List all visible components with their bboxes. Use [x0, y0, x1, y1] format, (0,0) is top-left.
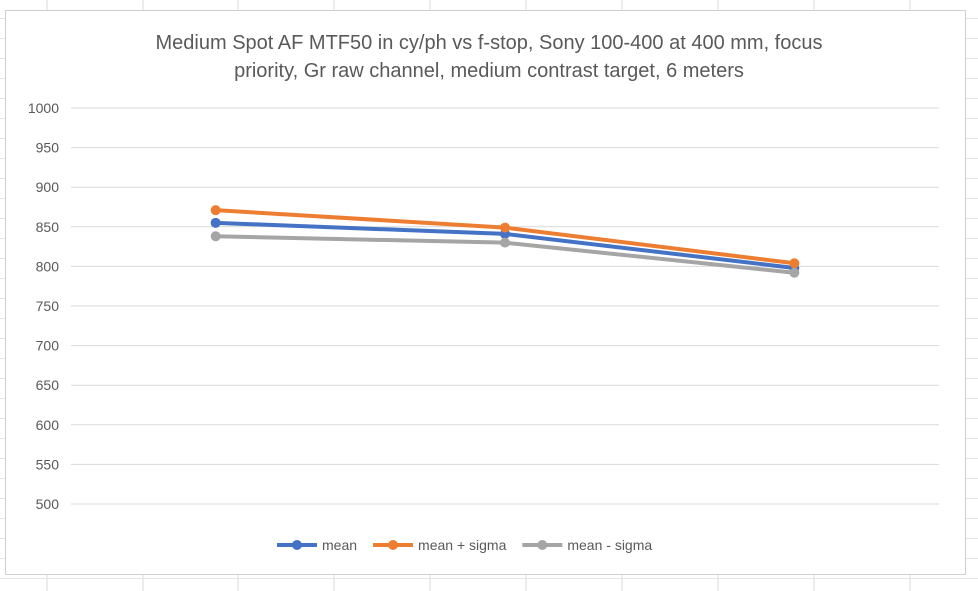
gridlines	[71, 107, 939, 505]
y-tick-label: 850	[36, 219, 60, 235]
y-tick-label: 500	[36, 496, 60, 512]
legend-swatch-marker	[388, 540, 399, 550]
y-tick-label: 900	[36, 179, 60, 195]
legend-label: mean	[322, 537, 357, 553]
chart-title-line-2: priority, Gr raw channel, medium contras…	[234, 60, 744, 82]
data-point	[500, 222, 510, 233]
y-tick-label: 700	[36, 338, 60, 354]
y-tick-label: 550	[36, 456, 60, 472]
plot-series	[210, 205, 800, 278]
legend-label: mean + sigma	[418, 537, 507, 553]
data-point	[789, 258, 800, 269]
data-point	[210, 217, 221, 228]
data-point	[210, 231, 221, 242]
legend-swatch-marker	[537, 540, 548, 550]
y-axis-ticks: 1000 950 900 850 800 750 700 650 600 550 500	[28, 100, 59, 512]
y-tick-label: 800	[36, 258, 60, 274]
legend-swatch-marker	[292, 540, 302, 550]
y-tick-label: 750	[36, 298, 60, 314]
chart-title-line-1: Medium Spot AF MTF50 in cy/ph vs f-stop,…	[156, 32, 823, 54]
data-point	[789, 267, 800, 278]
y-tick-label: 1000	[28, 100, 59, 116]
line-chart: Medium Spot AF MTF50 in cy/ph vs f-stop,…	[28, 32, 939, 553]
legend: mean mean + sigma mean - sigma	[277, 537, 652, 553]
y-tick-label: 950	[36, 140, 60, 156]
y-tick-label: 600	[36, 417, 60, 433]
legend-label: mean - sigma	[567, 537, 652, 553]
chart-area[interactable]: Medium Spot AF MTF50 in cy/ph vs f-stop,…	[5, 10, 966, 575]
y-tick-label: 650	[36, 377, 60, 393]
data-point	[500, 237, 510, 248]
data-point	[210, 205, 221, 216]
